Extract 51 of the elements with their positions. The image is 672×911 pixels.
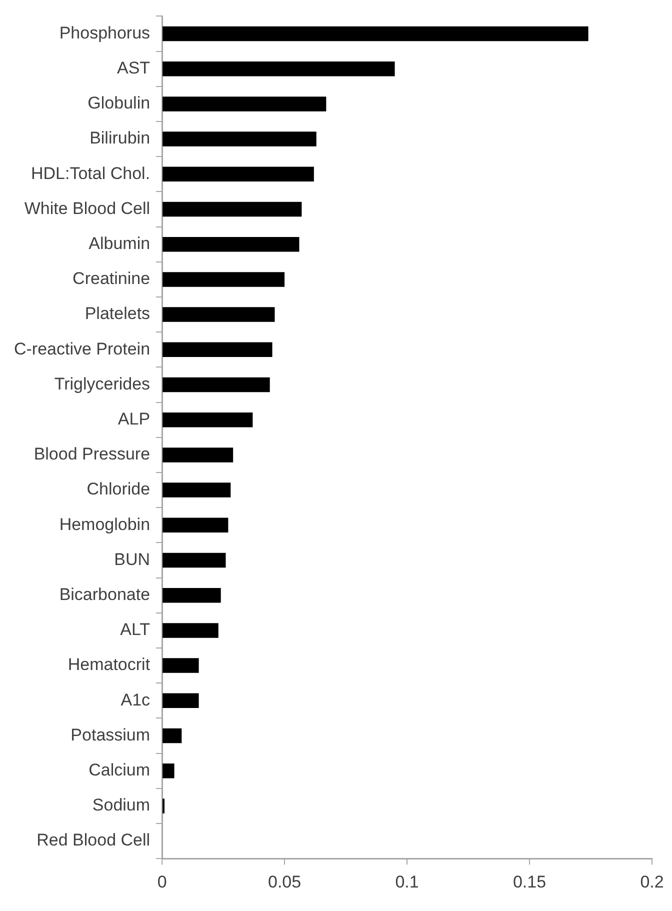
bar (162, 588, 221, 603)
x-tick-label: 0.2 (640, 872, 664, 892)
bar (162, 728, 182, 744)
y-tick-label: White Blood Cell (24, 198, 150, 218)
bar (162, 658, 199, 673)
bar (162, 132, 316, 146)
bar (162, 202, 302, 217)
y-tick-label: BUN (114, 550, 150, 569)
y-tick-label: Calcium (88, 760, 150, 780)
bar (162, 61, 395, 76)
y-tick-label: Phosphorus (59, 23, 150, 42)
bar (162, 272, 285, 287)
y-tick-label: Sodium (92, 796, 150, 815)
y-tick-label: HDL:Total Chol. (30, 164, 150, 183)
y-tick-label: Platelets (84, 304, 150, 324)
bar (162, 693, 199, 708)
bar (162, 236, 300, 252)
bar (162, 623, 218, 638)
y-tick-label: Creatinine (72, 269, 150, 288)
y-tick-label: Albumin (88, 234, 150, 254)
bar (162, 482, 231, 498)
y-tick-label: Potassium (70, 725, 150, 744)
bar (162, 552, 226, 568)
bar (162, 96, 326, 112)
bar (162, 166, 314, 182)
y-tick-label: Hemoglobin (59, 514, 150, 534)
y-tick-label: ALT (120, 620, 150, 640)
y-tick-label: A1c (120, 690, 151, 710)
bar (162, 518, 228, 533)
x-tick-label: 0.1 (395, 872, 419, 892)
x-tick-label: 0 (157, 872, 167, 892)
x-tick-label: 0.15 (512, 872, 546, 892)
bar (162, 412, 253, 428)
x-tick-label: 0.05 (268, 872, 302, 892)
bar (162, 763, 174, 778)
y-tick-label: Bilirubin (90, 128, 150, 148)
y-tick-label: AST (116, 58, 150, 78)
bar (162, 26, 588, 42)
bar (162, 307, 275, 322)
y-tick-label: Bicarbonate (59, 585, 150, 604)
y-tick-label: Globulin (88, 94, 150, 113)
y-tick-label: C-reactive Protein (14, 339, 150, 358)
y-tick-label: Blood Pressure (34, 444, 150, 464)
y-tick-label: ALP (118, 410, 150, 429)
y-tick-label: Hematocrit (68, 655, 150, 674)
bar (162, 342, 272, 358)
y-tick-label: Red Blood Cell (36, 830, 150, 850)
bar (162, 448, 234, 462)
y-tick-label: Triglycerides (54, 374, 150, 394)
bar (162, 377, 270, 392)
y-tick-label: Chloride (86, 480, 150, 499)
